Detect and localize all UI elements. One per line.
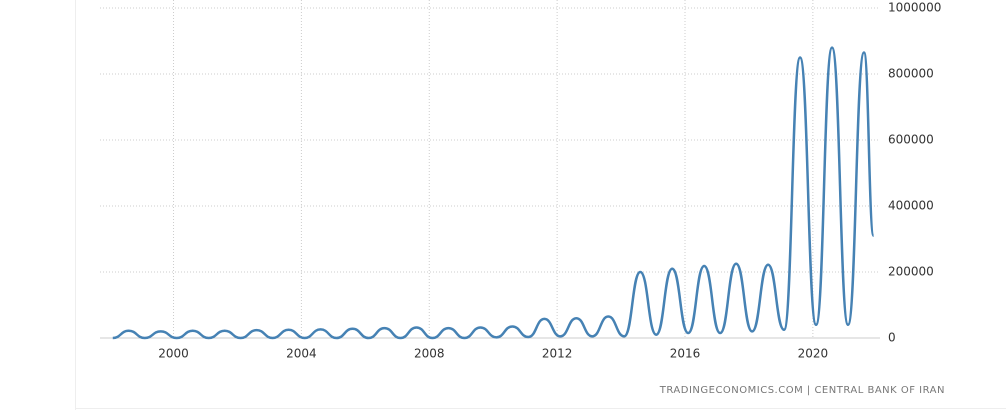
- x-tick-label: 2012: [542, 347, 573, 361]
- x-tick-label: 2008: [414, 347, 445, 361]
- y-tick-label: 600000: [888, 133, 934, 147]
- y-tick-label: 1000000: [888, 1, 941, 15]
- x-tick-label: 2004: [286, 347, 317, 361]
- source: TRADINGECONOMICS.COM | CENTRAL BANK OF I…: [659, 385, 945, 396]
- line-series: [112, 46, 875, 340]
- x-tick-label: 2016: [670, 347, 701, 361]
- y-tick-label: 0: [888, 331, 896, 345]
- y-tick-label: 800000: [888, 67, 934, 81]
- y-tick-label: 400000: [888, 199, 934, 213]
- x-tick-label: 2000: [158, 347, 189, 361]
- y-tick-label: 200000: [888, 265, 934, 279]
- x-tick-label: 2020: [798, 347, 829, 361]
